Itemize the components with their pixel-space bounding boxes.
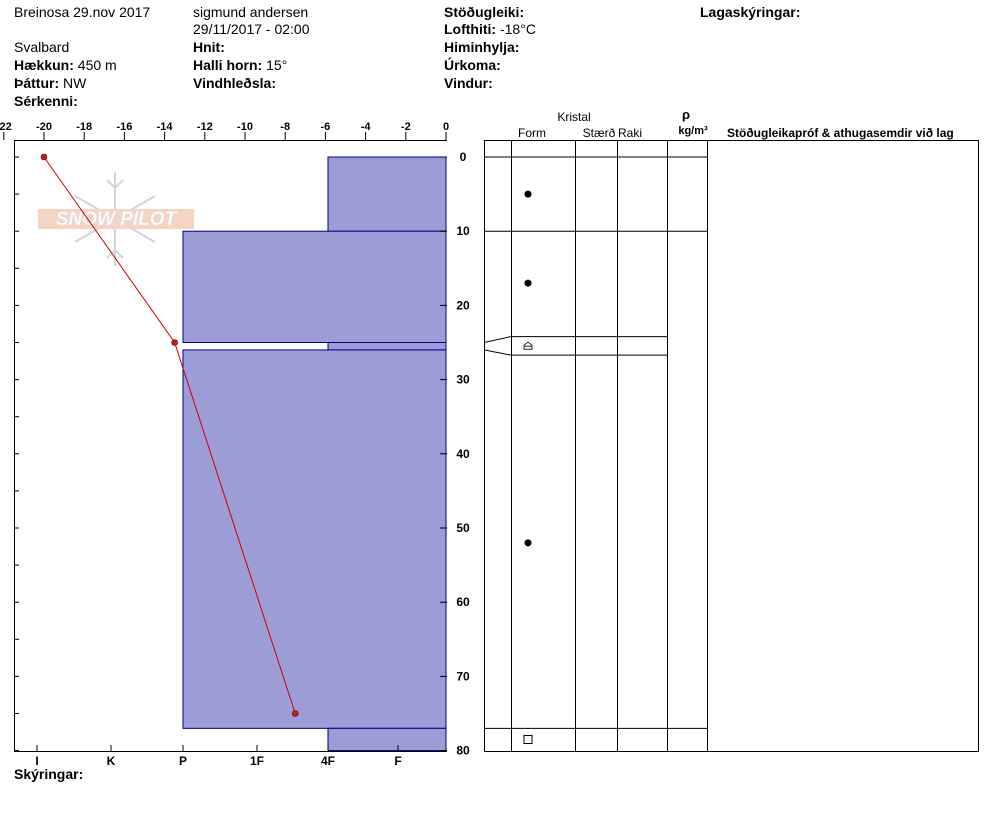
- observer-name: sigmund andersen: [193, 4, 309, 20]
- header-moisture: Raki: [618, 126, 642, 140]
- coords-label: Hnit:: [193, 39, 225, 55]
- depth-tick-label: 70: [456, 669, 470, 683]
- header-rho: ρ: [682, 107, 690, 122]
- wind-loading-label: Vindhleðsla:: [193, 75, 276, 91]
- header-comments: Stöðugleikapróf & athugasemdir við lag: [727, 126, 954, 140]
- header-density-unit: kg/m³: [678, 125, 708, 137]
- grain-round-symbol: [524, 279, 532, 287]
- temperature-point: [40, 153, 48, 161]
- temperature-profile: [40, 153, 299, 717]
- notes-label: Skýringar:: [14, 766, 84, 782]
- hardness-layer-3: [182, 349, 447, 729]
- temp-tick-label: -10: [237, 121, 253, 133]
- hardness-tick-label: K: [107, 754, 116, 768]
- air-temp-field: Lofthiti: -18°C: [444, 21, 536, 38]
- grain-form-symbols: [523, 190, 533, 744]
- depth-tick-label: 30: [456, 373, 470, 387]
- hardness-tick-label: F: [394, 754, 401, 768]
- grain-square-symbol: [523, 734, 533, 744]
- hardness-tick-label: I: [35, 754, 38, 768]
- temp-tick-label: -14: [157, 121, 174, 133]
- stability-label: Stöðugleiki:: [444, 4, 525, 20]
- grain-round-symbol: [524, 190, 532, 198]
- temp-tick-label: -4: [361, 121, 372, 133]
- slope-label: Halli horn:: [193, 57, 263, 73]
- temp-tick-label: -8: [280, 121, 290, 133]
- left-depth-ticks: [14, 156, 19, 752]
- elevation-label: Hækkun:: [14, 57, 74, 73]
- temp-tick-label: -22: [0, 121, 12, 133]
- temperature-point: [171, 339, 178, 346]
- grain-round-symbol: [524, 539, 532, 547]
- layer-notes-label: Lagaskýringar:: [700, 4, 801, 20]
- watermark-text: SNOW PILOT: [56, 209, 178, 230]
- depth-axis: 0 10 20 30 40 50 60 70 80: [440, 150, 470, 758]
- hardness-tick-label: 1F: [250, 754, 264, 768]
- temperature-point: [291, 710, 299, 717]
- slope-value: 15°: [266, 57, 288, 73]
- depth-tick-label: 40: [456, 447, 470, 461]
- temp-tick-label: -16: [116, 121, 132, 133]
- elevation-value: 450 m: [77, 57, 117, 73]
- header-form: Form: [518, 126, 546, 140]
- depth-tick-label: 10: [456, 224, 470, 238]
- depth-tick-label: 60: [456, 595, 470, 609]
- temp-tick-label: -2: [401, 121, 411, 133]
- air-temp-label: Lofthiti:: [444, 21, 497, 37]
- observation-datetime: 29/11/2017 - 02:00: [193, 21, 310, 37]
- precip-label: Úrkoma:: [444, 57, 501, 73]
- hardness-layer-2: [327, 342, 447, 351]
- temperature-axis: -22-20-18-16-14-12-10-8-6-4-20: [0, 121, 449, 140]
- hardness-layer-0: [327, 156, 447, 232]
- hardness-axis: I K P 1F 4F F: [35, 745, 402, 768]
- temp-tick-label: -6: [321, 121, 331, 133]
- layer-table: [484, 140, 979, 752]
- watermark-band: [38, 209, 194, 229]
- header-kristal: Kristal: [557, 110, 590, 124]
- grain-facet-symbol: [523, 341, 533, 350]
- region: Svalbard: [14, 39, 70, 55]
- temp-tick-label: -12: [197, 121, 213, 133]
- hardness-tick-label: P: [179, 754, 187, 768]
- depth-tick-label: 0: [460, 150, 467, 164]
- hardness-tick-label: 4F: [321, 754, 335, 768]
- layer-connector: [483, 349, 512, 356]
- air-temp-value: -18°C: [499, 21, 536, 37]
- depth-tick-label: 80: [456, 744, 470, 758]
- layer-connector: [483, 336, 512, 343]
- depth-tick-label: 20: [456, 298, 470, 312]
- snowflake-icon: [74, 172, 156, 266]
- header-size: Stærð: [583, 126, 616, 140]
- layer-table-rows: [483, 156, 708, 729]
- hardness-layer-4: [327, 727, 447, 752]
- aspect-value: NW: [63, 75, 87, 91]
- temp-tick-label: 0: [443, 121, 449, 133]
- temp-tick-label: -18: [76, 121, 92, 133]
- elevation-field: Hækkun: 450 m: [14, 57, 117, 74]
- features-label: Sérkenni:: [14, 93, 78, 109]
- sky-label: Himinhylja:: [444, 39, 520, 55]
- hardness-layers: [182, 156, 447, 752]
- aspect-label: Þáttur:: [14, 75, 60, 91]
- snowpilot-watermark: SNOW PILOT: [38, 172, 194, 266]
- depth-tick-label: 50: [456, 521, 470, 535]
- slope-field: Halli horn: 15°: [193, 57, 287, 74]
- hardness-layer-1: [182, 230, 447, 343]
- aspect-field: Þáttur: NW: [14, 75, 86, 92]
- location-date: Breinosa 29.nov 2017: [14, 4, 151, 20]
- temp-tick-label: -20: [36, 121, 52, 133]
- wind-label: Vindur:: [444, 75, 493, 91]
